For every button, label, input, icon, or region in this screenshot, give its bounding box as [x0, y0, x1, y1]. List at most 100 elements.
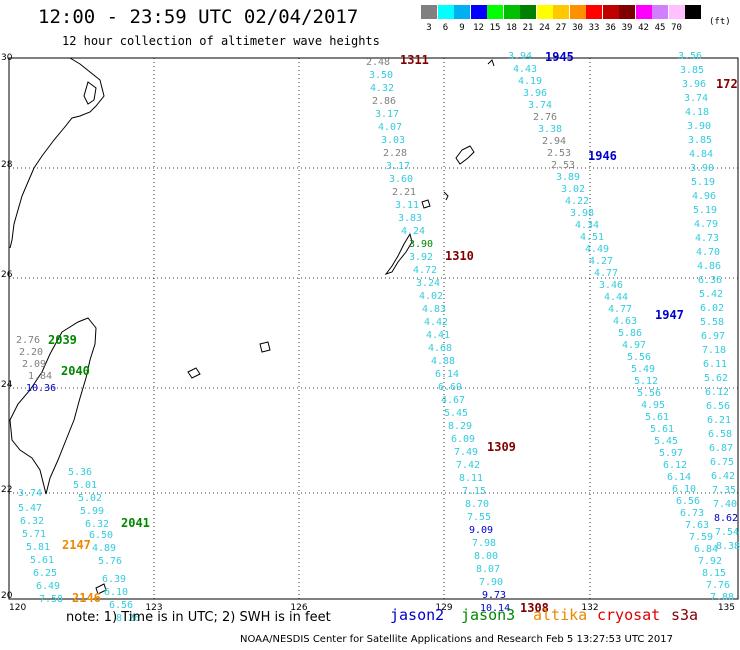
- map-frame: [8, 57, 739, 600]
- scale-label: 27: [555, 23, 567, 33]
- satellite-pass: 3.893.024.223.984.344.514.494.274.773.46…: [556, 149, 734, 603]
- wave-height-value: 4.67: [441, 395, 465, 406]
- scale-swatch: [487, 5, 503, 19]
- wave-height-value: 7.59: [689, 532, 713, 543]
- wave-height-value: 3.89: [556, 172, 580, 183]
- scale-swatch: [470, 5, 487, 19]
- wave-height-value: 6.10: [672, 484, 696, 495]
- wave-height-value: 4.77: [608, 304, 632, 315]
- amami-island: [455, 145, 475, 165]
- wave-height-value: 5.81: [26, 542, 50, 553]
- wave-height-value: 4.89: [92, 543, 116, 554]
- pass-time-label: 1309: [487, 440, 516, 454]
- wave-height-value: 3.90: [409, 239, 433, 250]
- scale-swatch: [635, 5, 652, 19]
- wave-height-value: 7.63: [685, 520, 709, 531]
- lat-lon-grid: [9, 58, 738, 599]
- longitude-tick-label: 135: [718, 603, 735, 613]
- wave-height-value: 6.58: [708, 429, 732, 440]
- kyushu-coastline: [9, 57, 105, 249]
- satellite-pass: 2040: [61, 364, 90, 378]
- wave-height-value: 5.99: [80, 506, 104, 517]
- wave-height-value: 5.49: [631, 364, 655, 375]
- wave-height-value: 6.25: [33, 568, 57, 579]
- wave-height-value: 5.86: [618, 328, 642, 339]
- satellite-pass: 5.36 5.01 5.02 5.99 6.326.50 4.89 5.76 6.39 6.10…: [68, 467, 150, 624]
- wave-height-value: 4.24: [401, 226, 425, 237]
- wave-height-value: 3.03: [381, 135, 405, 146]
- wave-height-value: 7.92: [698, 556, 722, 567]
- wave-height-value: 5.01: [73, 480, 97, 491]
- wave-height-value: 6.10: [104, 587, 128, 598]
- wave-height-value: 5.42: [699, 289, 723, 300]
- wave-height-value: 1.84: [28, 371, 52, 382]
- wave-height-value: 8.00: [474, 551, 498, 562]
- satellite-pass: 7.49 7.42 8.11 7.15 8.70 7.55 9.09 7.98 8.00 8.07…: [454, 440, 516, 614]
- wave-height-value: 2.48: [366, 57, 390, 68]
- wave-height-value: 4.43: [513, 64, 537, 75]
- taiwan-coastline: [9, 317, 97, 495]
- satellite-pass: 3.944.434.193.963.742.763.382.942.532.53…: [508, 50, 575, 171]
- legend-entry-jason2: jason2: [390, 606, 445, 624]
- wave-height-value: 8.11: [459, 473, 483, 484]
- wave-height-value: 3.74: [18, 488, 42, 499]
- wave-height-value: 6.32: [20, 516, 44, 527]
- wave-height-value: 2.76: [533, 112, 557, 123]
- legend-entry-cryosat: cryosat: [597, 606, 661, 624]
- satellite-pass: 3.56 3.85 3.96 3.74 4.18 3.90 3.85 4.84 3.90 5.19…: [678, 51, 740, 552]
- scale-label: 42: [638, 23, 649, 33]
- wave-height-value: 7.49: [454, 447, 478, 458]
- wave-height-value: 5.56: [637, 388, 661, 399]
- longitude-tick-label: 120: [9, 603, 26, 613]
- pass-time-label: 1946: [588, 149, 617, 163]
- wave-height-value: 6.09: [451, 434, 475, 445]
- scale-label: 39: [621, 23, 633, 33]
- wave-height-value: 2.76: [16, 335, 40, 346]
- wave-height-value: 2.53: [551, 160, 575, 171]
- wave-height-value: 7.76: [706, 580, 730, 591]
- scale-label: 18: [506, 23, 517, 33]
- wave-height-value: 5.19: [691, 177, 715, 188]
- wave-height-value: 7.35: [712, 485, 736, 496]
- legend-entry-altika: altika: [533, 606, 588, 624]
- wave-height-value: 8.07: [476, 564, 500, 575]
- scale-label: 30: [572, 23, 583, 33]
- wave-height-value: 4.02: [419, 291, 443, 302]
- scale-swatch: [619, 5, 635, 19]
- wave-height-value: 2.53: [547, 148, 571, 159]
- small-island: [443, 191, 449, 201]
- satellite-tracks: 2.48 3.50 4.32 2.86 3.17 4.07 3.03 2.28 3.17 3.60…: [16, 50, 740, 624]
- legend-entry-s3a: s3a: [671, 606, 699, 624]
- scale-label: 3: [426, 23, 432, 33]
- scale-swatch: [668, 5, 685, 19]
- wave-height-value: 5.12: [634, 376, 658, 387]
- wave-height-value: 6.21: [707, 415, 731, 426]
- wave-height-value: 4.77: [594, 268, 618, 279]
- wave-height-value: 3.74: [684, 93, 708, 104]
- scale-swatch: [553, 5, 569, 19]
- wave-height-value: 6.39: [102, 574, 126, 585]
- wave-height-value: 4.18: [685, 107, 709, 118]
- pass-time-label: 1311: [400, 53, 429, 67]
- wave-height-value: 2.28: [383, 148, 407, 159]
- small-island: [259, 341, 271, 353]
- satellite-pass: 2146: [72, 591, 101, 605]
- wave-height-value: 5.58: [700, 317, 724, 328]
- axis-labels: 120 123 126 129 132 135 30 28 26 24 22 20: [1, 53, 735, 613]
- wave-height-value: 6.97: [701, 331, 725, 342]
- scale-label: 33: [588, 23, 600, 33]
- wave-height-value: 7.90: [479, 577, 503, 588]
- wave-height-value: 10.36: [26, 383, 56, 394]
- wave-height-value: 3.90: [687, 121, 711, 132]
- wave-height-value: 6.75: [710, 457, 734, 468]
- wave-height-value: 4.70: [696, 247, 720, 258]
- wave-height-value: 6.87: [709, 443, 733, 454]
- note-text: note: 1) Time is in UTC; 2) SWH is in fe…: [66, 610, 331, 625]
- wave-height-value: 3.92: [409, 252, 433, 263]
- wave-height-value: 6.32: [85, 519, 109, 530]
- wave-height-value: 3.56: [678, 51, 702, 62]
- satellite-pass: 2.48 3.50 4.32 2.86 3.17 4.07 3.03 2.28 3.17 3.60…: [366, 53, 433, 263]
- scale-label: 36: [605, 23, 616, 33]
- wave-height-value: 5.97: [659, 448, 683, 459]
